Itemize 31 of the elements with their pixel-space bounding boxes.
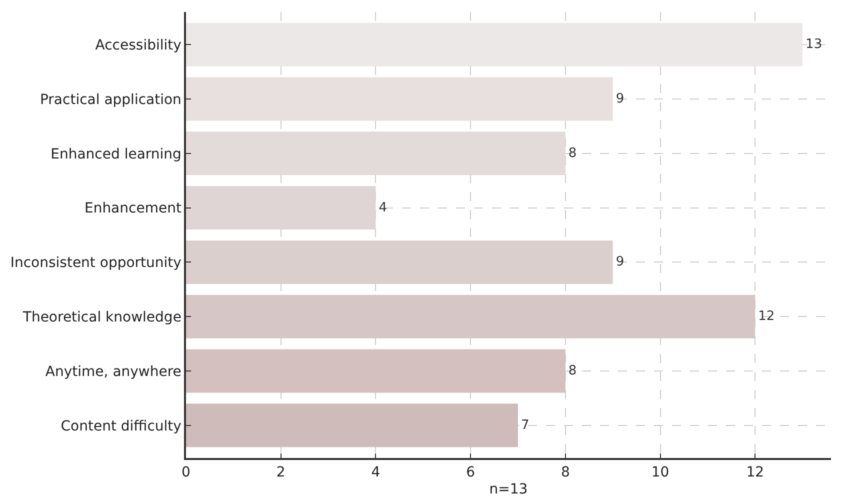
bar	[186, 404, 518, 448]
bar	[186, 132, 566, 176]
y-tick-label: Inconsistent opportunity	[10, 255, 182, 272]
bar	[186, 349, 566, 393]
bar	[186, 240, 613, 284]
x-tick-label: 10	[651, 464, 670, 481]
bar	[186, 186, 376, 230]
y-tick-label: Theoretical knowledge	[22, 309, 182, 326]
y-tick-label: Enhancement	[84, 200, 182, 217]
data-label: 13	[806, 37, 822, 52]
data-label: 12	[758, 309, 775, 324]
data-label: 9	[616, 254, 624, 270]
data-label: 8	[568, 146, 577, 161]
x-axis-title: n=13	[489, 481, 528, 498]
y-tick-label: Practical application	[40, 92, 182, 108]
y-tick-label: Enhanced learning	[50, 146, 182, 162]
data-label: 9	[616, 92, 624, 107]
x-tick-label: 8	[560, 464, 570, 481]
y-tick-label: Content difficulty	[60, 418, 182, 434]
y-tick-label: Anytime, anywhere	[45, 364, 182, 380]
bar	[186, 77, 613, 121]
bar	[186, 22, 803, 66]
data-label: 4	[378, 200, 387, 216]
x-tick-label: 2	[276, 464, 286, 481]
x-tick-label: 6	[466, 464, 476, 481]
data-label: 7	[520, 418, 530, 433]
x-tick-label: 4	[371, 464, 380, 481]
x-tick-label: 0	[182, 464, 190, 481]
x-tick-label: 12	[746, 464, 764, 481]
y-tick-label: Accessibility	[95, 38, 182, 54]
data-label: 8	[568, 363, 577, 378]
